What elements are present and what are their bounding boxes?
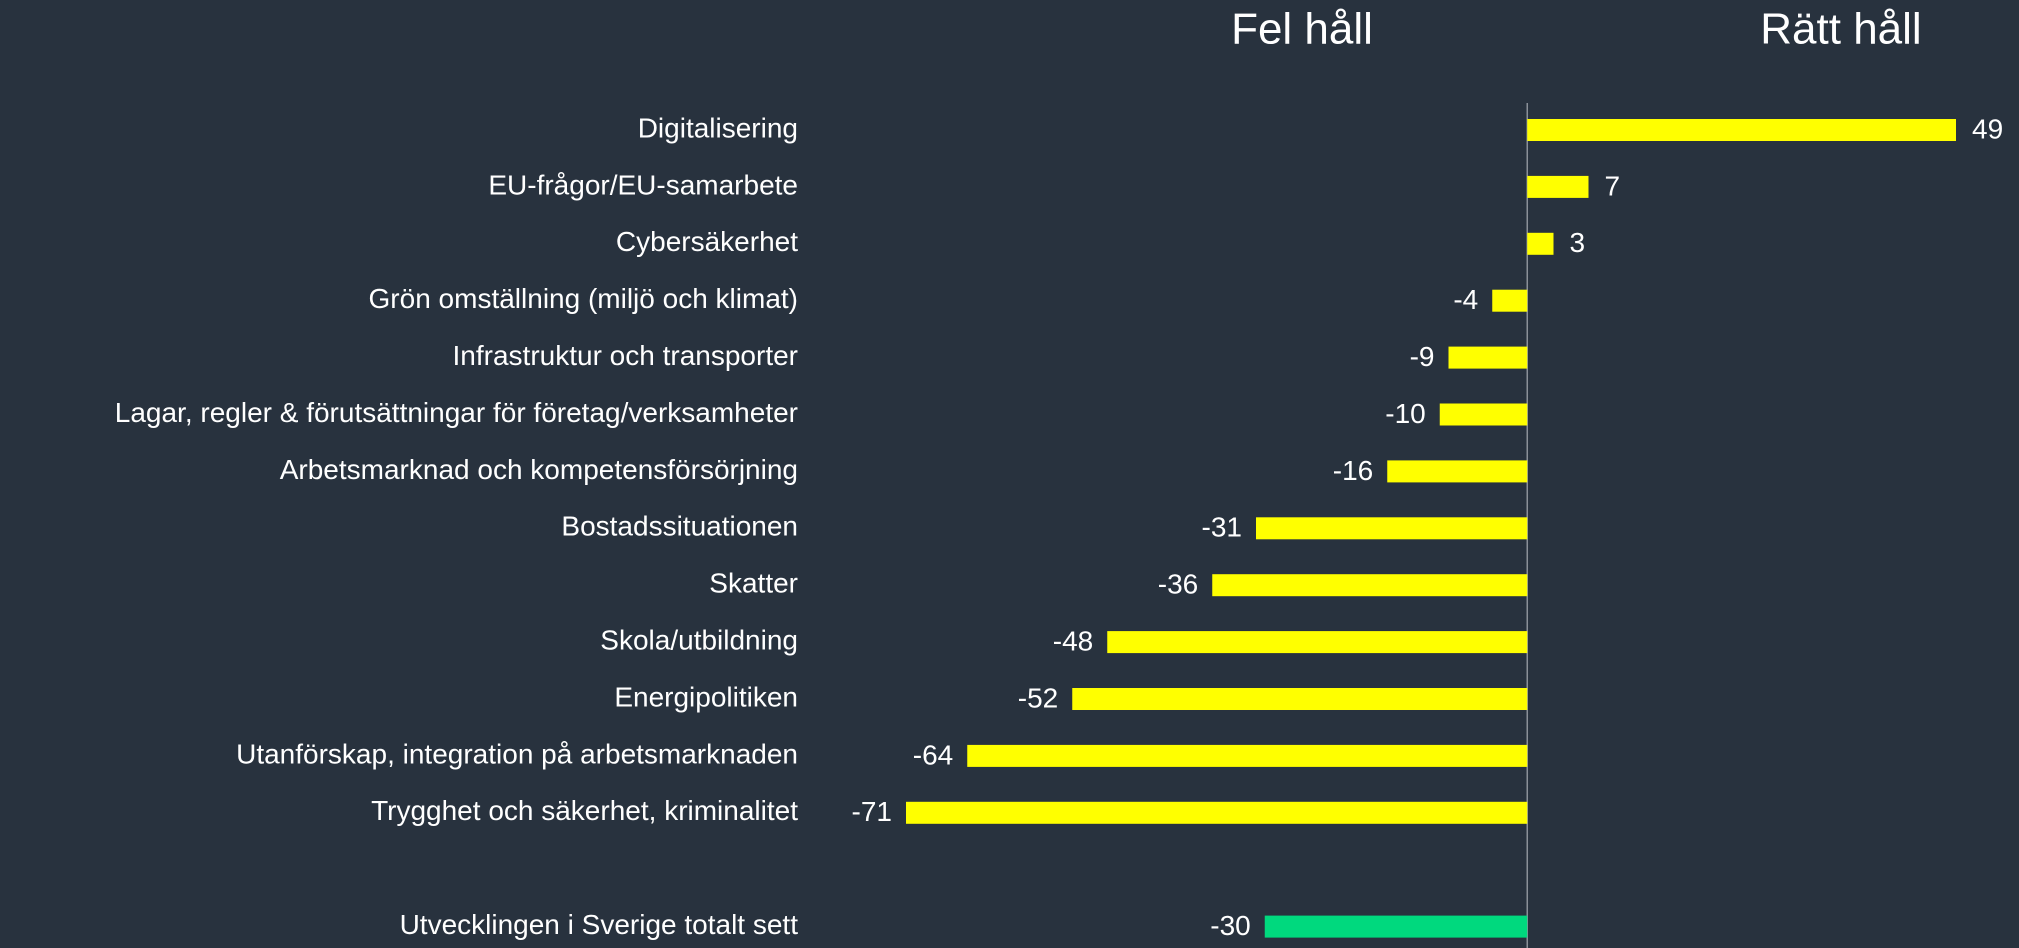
bar [1527, 175, 1589, 198]
category-label: Cybersäkerhet [616, 226, 798, 257]
category-label: Trygghet och säkerhet, kriminalitet [371, 795, 798, 826]
bar [1492, 289, 1528, 312]
value-label: -36 [1158, 569, 1198, 600]
category-label: Arbetsmarknad och kompetensförsörjning [280, 454, 798, 485]
category-label: Utanförskap, integration på arbetsmarkna… [236, 738, 798, 769]
value-label: -52 [1018, 682, 1058, 713]
category-label: Energipolitiken [614, 681, 798, 712]
bar [906, 801, 1528, 824]
value-label: -48 [1053, 625, 1093, 656]
value-label: -31 [1202, 512, 1242, 543]
category-label: Lagar, regler & förutsättningar för före… [115, 397, 798, 428]
bar [1256, 517, 1528, 540]
category-label: EU-frågor/EU-samarbete [488, 169, 798, 200]
bar [1264, 915, 1528, 938]
value-label: -10 [1385, 398, 1425, 429]
category-label: Utvecklingen i Sverige totalt sett [400, 909, 799, 940]
bar [1448, 346, 1528, 369]
value-label: 49 [1972, 113, 2003, 144]
category-label: Digitalisering [638, 112, 798, 143]
value-label: -30 [1210, 910, 1250, 941]
bar [1527, 232, 1554, 255]
bar [1439, 403, 1528, 426]
category-label: Bostadssituationen [561, 511, 798, 542]
heading: Rätt håll [1760, 5, 1921, 54]
category-label: Grön omställning (miljö och klimat) [369, 283, 798, 314]
bar [1072, 688, 1528, 710]
category-label: Skatter [709, 568, 798, 599]
value-label: -16 [1333, 455, 1373, 486]
value-label: 7 [1605, 170, 1621, 201]
category-label: Infrastruktur och transporter [453, 340, 798, 371]
heading: Fel håll [1231, 5, 1373, 54]
bar [1107, 631, 1528, 654]
value-label: 3 [1570, 227, 1586, 258]
value-label: -71 [852, 796, 892, 827]
category-label: Skola/utbildning [600, 624, 798, 655]
bar [967, 744, 1528, 767]
value-label: -4 [1453, 284, 1478, 315]
bar [1212, 574, 1528, 597]
value-label: -64 [913, 739, 953, 770]
bar [1527, 119, 1956, 141]
bar [1387, 460, 1528, 483]
value-label: -9 [1410, 341, 1435, 372]
